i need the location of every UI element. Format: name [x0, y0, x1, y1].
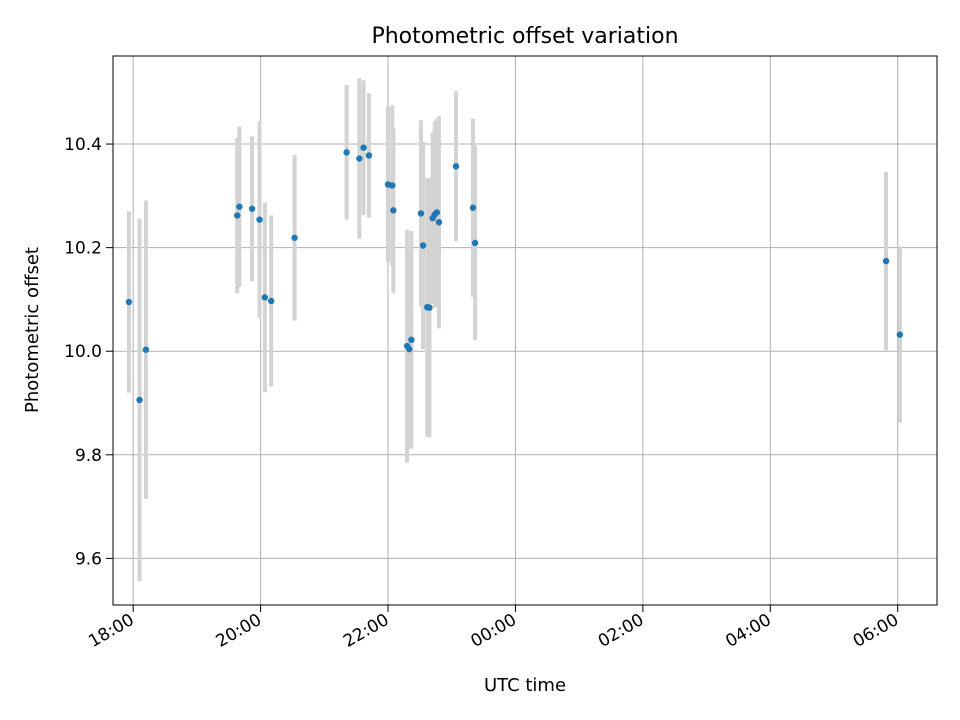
data-point — [360, 144, 367, 151]
data-point — [417, 210, 425, 217]
data-point — [435, 219, 443, 226]
data-point — [426, 304, 433, 311]
data-point — [390, 207, 397, 214]
data-point — [261, 294, 269, 301]
y-axis-label: Photometric offset — [22, 247, 43, 413]
data-point — [469, 204, 477, 211]
plot-frame — [112, 55, 938, 606]
data-point — [896, 331, 904, 338]
data-point — [136, 396, 143, 404]
x-axis-label: UTC time — [484, 675, 566, 696]
data-point — [256, 216, 263, 223]
data-point — [248, 205, 256, 212]
y-tick-label: 10.4 — [64, 135, 102, 155]
data-points — [125, 144, 904, 404]
chart-title: Photometric offset variation — [371, 24, 678, 49]
data-point — [125, 298, 133, 306]
data-point — [882, 257, 890, 265]
data-point — [406, 345, 413, 353]
data-point — [234, 212, 241, 219]
data-point — [236, 203, 243, 210]
data-point — [389, 182, 396, 189]
data-point — [356, 155, 363, 162]
data-point — [365, 152, 373, 159]
y-tick-label: 9.8 — [75, 446, 102, 466]
data-point — [419, 242, 427, 249]
data-point — [408, 336, 415, 344]
y-tick-label: 10.0 — [64, 342, 102, 362]
data-point — [268, 297, 275, 305]
y-tick-label: 10.2 — [64, 239, 102, 259]
data-point — [452, 163, 460, 170]
y-axis-ticks: 9.6 9.8 10.0 10.2 10.4 — [64, 135, 113, 569]
data-point — [433, 209, 441, 216]
data-point — [142, 346, 150, 353]
data-point — [291, 234, 298, 241]
y-tick-label: 9.6 — [75, 549, 102, 569]
data-point — [343, 149, 350, 156]
data-point — [471, 239, 479, 247]
